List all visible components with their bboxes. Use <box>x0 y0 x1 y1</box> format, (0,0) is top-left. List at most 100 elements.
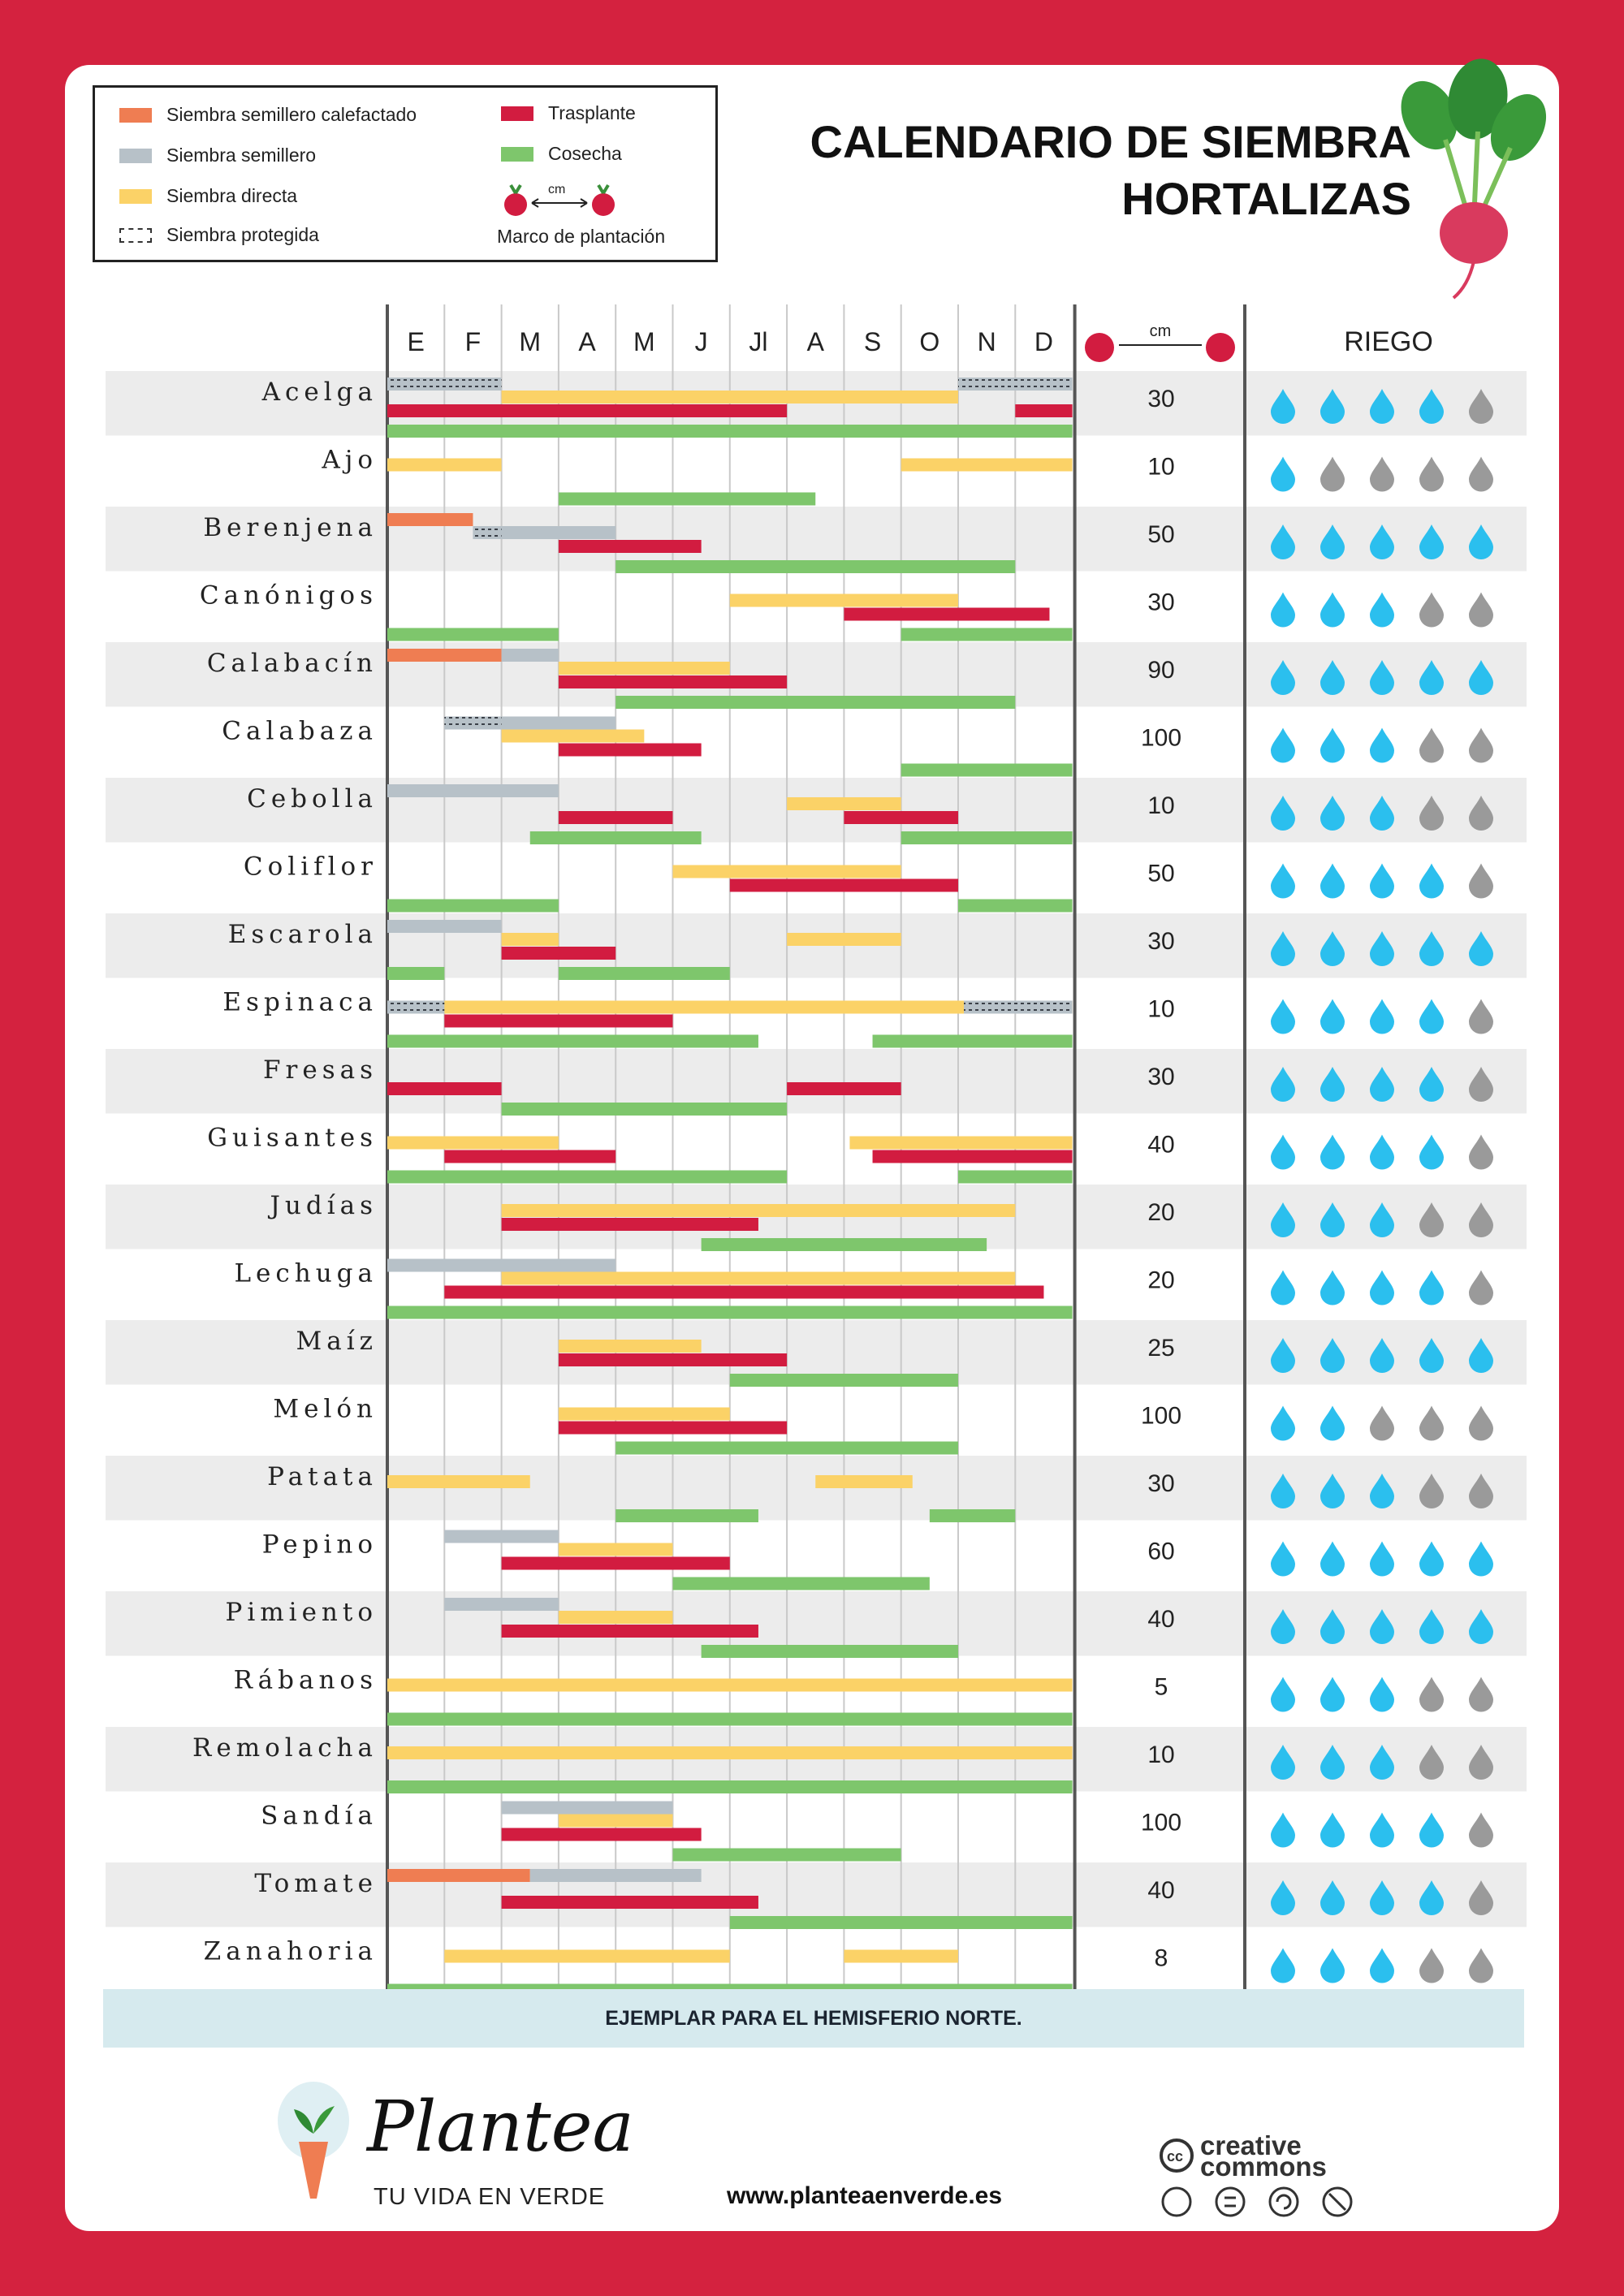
bar-seedbed <box>501 716 616 730</box>
creative-commons-icon: cc <box>1160 2138 1353 2217</box>
bar-seedbed <box>473 526 616 539</box>
water-drop-filled-icon <box>1370 1474 1394 1508</box>
bar-heated_seedbed <box>387 649 502 662</box>
water-drop-empty-icon <box>1469 592 1493 628</box>
crop-name: Cebolla <box>247 784 378 814</box>
bar-direct <box>901 458 1073 472</box>
bar-transplant <box>558 1421 788 1435</box>
bar-direct <box>672 865 901 878</box>
water-drop-filled-icon <box>1419 524 1444 559</box>
water-drop-filled-icon <box>1469 1541 1493 1577</box>
water-drop-filled-icon <box>1370 1677 1395 1712</box>
water-drop-filled-icon <box>1419 931 1444 966</box>
crop-name: Pimiento <box>225 1598 378 1627</box>
bar-direct <box>444 1949 730 1963</box>
bar-direct <box>387 1475 530 1488</box>
spacing-value: 20 <box>1147 1267 1174 1294</box>
water-drop-filled-icon <box>1320 592 1345 628</box>
water-drop-empty-icon <box>1320 456 1345 492</box>
spacing-value: 20 <box>1147 1199 1174 1226</box>
crop-name: Fresas <box>263 1055 378 1085</box>
spacing-value: 40 <box>1147 1132 1174 1159</box>
water-drop-filled-icon <box>1419 660 1444 695</box>
spacing-value: 30 <box>1147 1064 1174 1090</box>
water-drop-empty-icon <box>1469 1745 1493 1780</box>
water-drop-filled-icon <box>1320 1202 1345 1237</box>
footer-notice-text: EJEMPLAR PARA EL HEMISFERIO NORTE. <box>605 2006 1022 2030</box>
spacing-value: 30 <box>1147 589 1174 616</box>
legend-swatch <box>119 148 152 163</box>
license-line-2: commons <box>1200 2151 1327 2182</box>
water-drop-filled-icon <box>1469 931 1493 966</box>
water-drop-filled-icon <box>1419 1541 1444 1577</box>
bar-direct <box>558 1611 673 1624</box>
spacing-value: 8 <box>1155 1945 1168 1972</box>
crop-name: Pepino <box>262 1530 378 1560</box>
water-drop-filled-icon <box>1370 1067 1394 1102</box>
water-drop-filled-icon <box>1370 592 1395 628</box>
bar-transplant <box>387 404 788 417</box>
bar-harvest <box>558 492 816 506</box>
water-drop-filled-icon <box>1271 1677 1295 1712</box>
spacing-value: 5 <box>1155 1674 1168 1701</box>
water-drop-filled-icon <box>1320 796 1345 831</box>
license-text: creative commons <box>1200 2132 1327 2182</box>
bar-direct <box>815 1475 913 1488</box>
website-link[interactable]: www.planteaenverde.es <box>727 2182 1003 2209</box>
spacing-value: 100 <box>1141 725 1181 752</box>
water-drop-filled-icon <box>1271 931 1295 966</box>
water-drop-filled-icon <box>1370 1270 1395 1306</box>
legend-harvest: Cosecha <box>501 143 622 165</box>
crop-name: Berenjena <box>203 513 378 542</box>
bar-direct <box>501 1271 1016 1285</box>
bar-harvest <box>701 1645 958 1658</box>
water-drop-filled-icon <box>1271 1270 1295 1306</box>
bar-transplant <box>444 1014 673 1028</box>
water-drop-filled-icon <box>1320 1880 1345 1915</box>
water-drop-filled-icon <box>1320 1338 1345 1373</box>
water-drop-empty-icon <box>1469 1812 1493 1848</box>
water-drop-empty-icon <box>1469 1405 1493 1441</box>
water-drop-filled-icon <box>1271 1948 1295 1983</box>
bar-direct <box>558 1407 730 1421</box>
crop-name: Ajo <box>321 446 378 475</box>
water-drop-filled-icon <box>1271 863 1295 899</box>
legend-spacing-unit: cm <box>548 183 565 196</box>
water-drop-filled-icon <box>1271 1067 1295 1102</box>
water-drop-filled-icon <box>1271 1541 1295 1577</box>
bar-direct <box>501 391 958 404</box>
crop-name: Escarola <box>228 920 378 949</box>
water-drop-filled-icon <box>1320 1745 1345 1780</box>
water-drop-filled-icon <box>1419 1812 1444 1848</box>
legend-direct: Siembra directa <box>119 185 297 207</box>
crop-name: Melón <box>273 1395 378 1424</box>
water-drop-filled-icon <box>1370 1745 1394 1780</box>
spacing-value: 25 <box>1147 1335 1174 1362</box>
bar-direct <box>844 1949 958 1963</box>
water-drop-filled-icon <box>1419 1880 1444 1915</box>
bar-direct <box>387 1678 1073 1692</box>
crop-name: Remolacha <box>192 1733 378 1763</box>
water-drop-filled-icon <box>1271 1880 1295 1915</box>
water-drop-empty-icon <box>1469 727 1493 763</box>
water-drop-filled-icon <box>1271 1338 1295 1373</box>
water-drop-empty-icon <box>1419 1745 1444 1780</box>
legend-label: Marco de plantación <box>497 226 666 247</box>
spacing-value: 100 <box>1141 1810 1181 1836</box>
water-drop-filled-icon <box>1419 1609 1444 1644</box>
legend-label: Trasplante <box>548 102 636 123</box>
month-label: Jl <box>749 327 767 356</box>
legend-swatch <box>501 146 533 162</box>
bar-direct <box>501 933 559 946</box>
legend: Siembra semillero calefactado Siembra se… <box>93 85 718 262</box>
water-drop-empty-icon <box>1469 999 1493 1034</box>
bar-protected <box>387 1000 445 1014</box>
bar-transplant <box>444 1150 616 1163</box>
legend-swatch <box>119 227 152 243</box>
water-drop-empty-icon <box>1469 1677 1493 1712</box>
bar-heated_seedbed <box>387 1869 530 1882</box>
water-drop-filled-icon <box>1370 727 1395 763</box>
month-label: D <box>1034 327 1053 356</box>
crop-name: Espinaca <box>222 988 378 1017</box>
water-drop-empty-icon <box>1469 1880 1493 1915</box>
